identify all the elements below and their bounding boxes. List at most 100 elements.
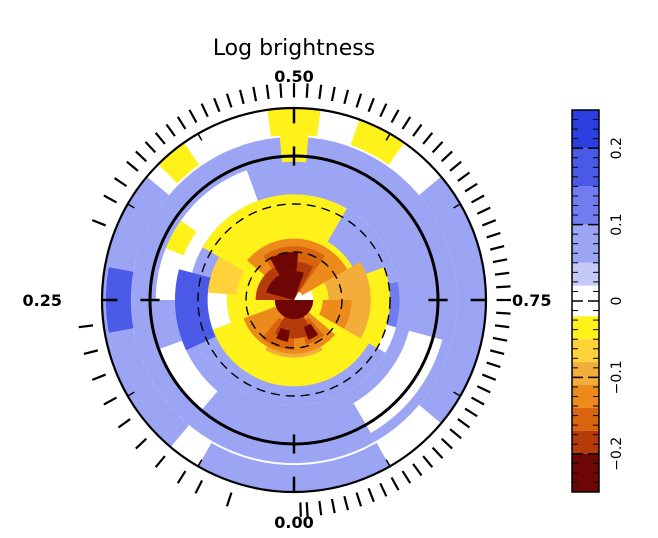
brightness-region [207, 256, 245, 295]
phase-tick [379, 103, 388, 118]
phase-tick [496, 285, 511, 289]
phase-tick [83, 349, 99, 356]
phase-tick [330, 498, 336, 514]
phase-tick [412, 123, 423, 137]
colorbar-tick-label: 0 [609, 297, 625, 306]
phase-labels: 0.50 0.25 0.75 0.00 [23, 67, 552, 532]
phase-tick [265, 84, 270, 100]
phase-tick [200, 103, 209, 118]
boundary-tick [453, 203, 461, 209]
phase-tick [422, 132, 434, 145]
phase-tick [305, 83, 309, 98]
phase-tick [225, 492, 233, 507]
phase-tick [135, 150, 148, 163]
brightness-region [266, 271, 304, 300]
phase-tick [457, 418, 471, 429]
phase-tick [486, 231, 501, 239]
phase-tick [343, 495, 350, 511]
brightness-region [106, 267, 134, 333]
phase-tick [103, 194, 118, 204]
phase-tick [355, 93, 363, 108]
brightness-region [419, 176, 486, 300]
phase-tick [154, 132, 166, 145]
colorbar-level [572, 339, 599, 363]
brightness-region [323, 261, 371, 300]
brightness-region [274, 300, 314, 320]
phase-tick [481, 219, 497, 227]
phase-tick [252, 86, 258, 102]
colorbar: 0.2 0.1 0 −0.1 −0.2 [571, 109, 625, 493]
phase-tick [496, 311, 511, 315]
brightness-regions [102, 108, 486, 492]
phase-tick [470, 194, 485, 204]
boundary-tick [453, 391, 461, 397]
phase-tick [91, 373, 107, 381]
phase-tick [318, 500, 323, 516]
colorbar-level [572, 385, 599, 408]
latitude-circle [245, 251, 343, 349]
phase-tick [390, 476, 400, 491]
phase-tick [225, 93, 233, 108]
brightness-region [175, 269, 216, 351]
phase-tick [481, 373, 497, 381]
phase-tick [464, 407, 478, 418]
brightness-region [318, 300, 352, 329]
phase-tick [343, 89, 350, 105]
phase-label: 0.25 [23, 291, 62, 310]
phase-label: 0.50 [274, 67, 313, 86]
phase-tick [165, 123, 176, 137]
boundary-tick [127, 391, 135, 397]
phase-tick [489, 244, 505, 251]
phase-tick [431, 141, 444, 154]
phase-tick [422, 455, 434, 468]
phase-tick [318, 84, 323, 100]
phase-tick [367, 487, 375, 503]
phase-tick [449, 160, 462, 172]
phase-tick [486, 361, 501, 369]
phase-tick [464, 182, 478, 193]
phase-tick [135, 437, 148, 450]
brightness-region [276, 327, 290, 342]
phase-tick [431, 446, 444, 459]
brightness-region [158, 340, 218, 411]
colorbar-tick-label: 0.1 [609, 213, 625, 235]
phase-tick [213, 97, 221, 113]
colorbar-level [572, 362, 599, 386]
phase-tick [492, 258, 508, 264]
phase-tick [279, 83, 283, 98]
brightness-region [419, 300, 486, 424]
boundary-tick [385, 459, 391, 467]
phase-tick [188, 109, 198, 124]
brightness-region [270, 252, 299, 276]
brightness-region [102, 176, 190, 448]
phase-tick [440, 150, 453, 163]
phase-tick [412, 463, 423, 477]
colorbar-level [572, 430, 599, 454]
brightness-region [350, 119, 405, 165]
phase-tick [117, 418, 131, 429]
latitude-circle [197, 203, 391, 397]
phase-tick [103, 396, 118, 406]
observation-phase-ticks [78, 83, 511, 517]
boundary-tick [127, 203, 135, 209]
phase-tick [176, 470, 187, 484]
brightness-region [155, 170, 258, 300]
phase-tick [379, 482, 388, 497]
phase-tick [355, 492, 363, 507]
phase-tick [126, 160, 139, 172]
phase-tick [494, 324, 510, 329]
colorbar-tick-label: −0.1 [609, 360, 625, 394]
phase-tick [154, 455, 166, 468]
brightness-region [353, 330, 443, 433]
stellar-surface-map [100, 106, 488, 494]
phase-tick [457, 171, 471, 182]
phase-tick [440, 437, 453, 450]
phase-tick [401, 116, 412, 130]
phase-tick [78, 324, 94, 329]
phase-tick [367, 97, 375, 113]
brightness-region [198, 443, 390, 492]
phase-tick [390, 109, 400, 124]
phase-tick [401, 470, 412, 484]
colorbar-tick-label: −0.2 [609, 437, 625, 471]
